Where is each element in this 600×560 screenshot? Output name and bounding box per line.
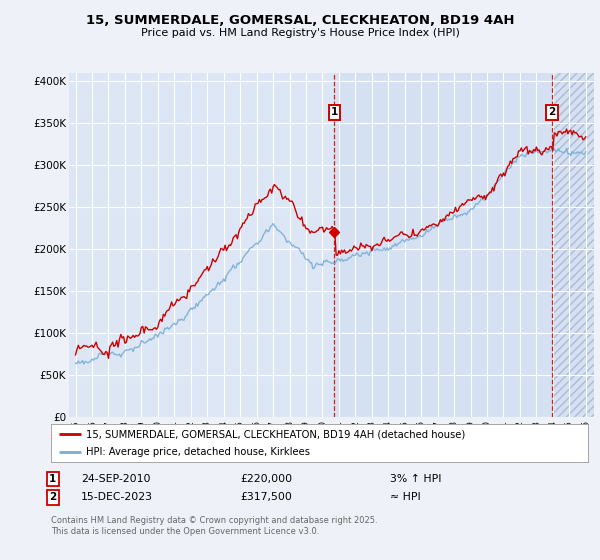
Text: 1: 1 [49, 474, 56, 484]
Text: HPI: Average price, detached house, Kirklees: HPI: Average price, detached house, Kirk… [86, 447, 310, 458]
Text: 2: 2 [548, 108, 556, 117]
Text: ≈ HPI: ≈ HPI [390, 492, 421, 502]
Text: £317,500: £317,500 [240, 492, 292, 502]
Text: 3% ↑ HPI: 3% ↑ HPI [390, 474, 442, 484]
Text: 1: 1 [331, 108, 338, 117]
Text: Contains HM Land Registry data © Crown copyright and database right 2025.
This d: Contains HM Land Registry data © Crown c… [51, 516, 377, 536]
Text: Price paid vs. HM Land Registry's House Price Index (HPI): Price paid vs. HM Land Registry's House … [140, 28, 460, 38]
Text: £220,000: £220,000 [240, 474, 292, 484]
Text: 2: 2 [49, 492, 56, 502]
Text: 15, SUMMERDALE, GOMERSAL, CLECKHEATON, BD19 4AH: 15, SUMMERDALE, GOMERSAL, CLECKHEATON, B… [86, 14, 514, 27]
Bar [334, 73, 594, 417]
Text: 15, SUMMERDALE, GOMERSAL, CLECKHEATON, BD19 4AH (detached house): 15, SUMMERDALE, GOMERSAL, CLECKHEATON, B… [86, 429, 465, 439]
Text: 15-DEC-2023: 15-DEC-2023 [81, 492, 153, 502]
Text: 24-SEP-2010: 24-SEP-2010 [81, 474, 151, 484]
